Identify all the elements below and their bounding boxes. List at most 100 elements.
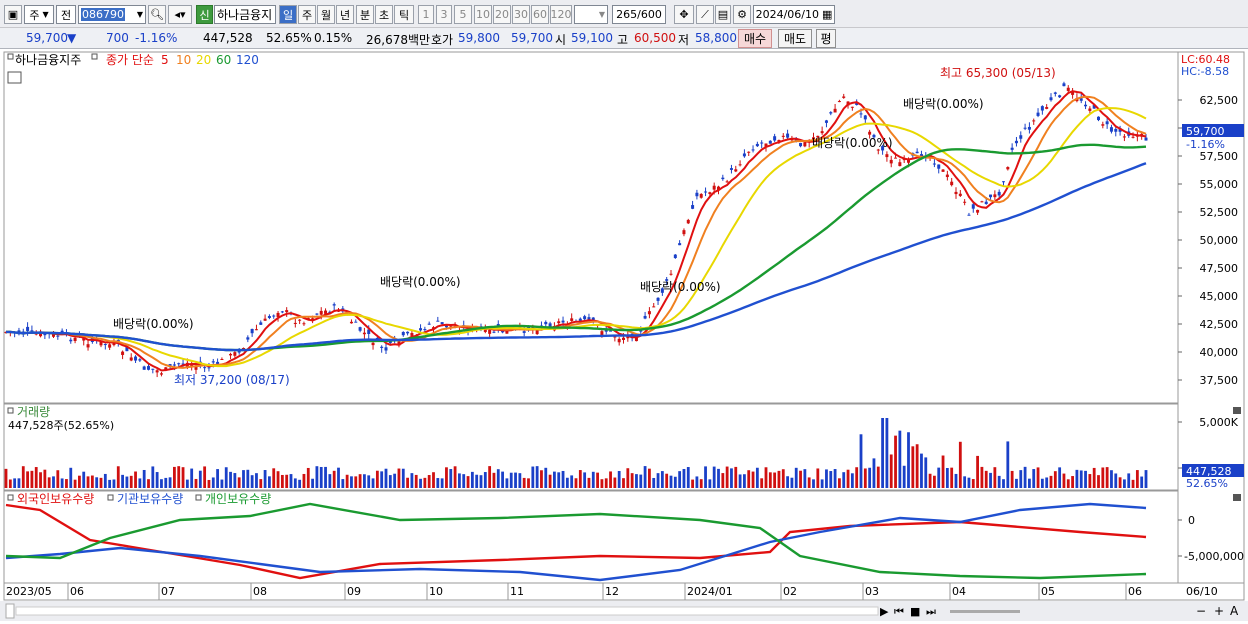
stock-chart-svg[interactable]: 62,50060,00057,50055,00052,50050,00047,5… [0,50,1248,621]
volume-bar [272,468,276,488]
ma120-legend[interactable]: 120 [236,53,259,67]
volume-bar [462,474,466,488]
volume-bar [479,475,483,488]
volume-bar [656,473,660,488]
period-week-tab[interactable]: 주 [298,5,316,24]
period-month-tab[interactable]: 월 [317,5,335,24]
volume-bar [1101,467,1105,488]
period-day-tab[interactable]: 일 [279,5,297,24]
institution-holding-legend[interactable]: 기관보유수량 [117,492,183,506]
volume-bar [285,474,289,488]
ma20-legend[interactable]: 20 [196,53,211,67]
date-input[interactable]: 2024/06/10 ▦ [753,5,835,24]
candle-body [945,174,949,178]
zoom-out-icon[interactable]: − [1196,604,1206,618]
candle-body [954,191,958,195]
indicator-icon[interactable]: ⟋ [696,5,714,24]
candle-body [794,138,798,142]
volume-bar [846,469,850,488]
font-size-icon[interactable]: A [1230,604,1239,618]
price-panel[interactable] [3,51,1179,404]
speaker-icon[interactable]: ◂▾ [168,5,192,24]
foreign-holding-legend[interactable]: 외국인보유수량 [17,492,94,506]
legend-marker-icon [91,53,98,60]
volume-bar [142,469,146,488]
minute-5-button[interactable]: 5 [454,5,472,24]
candle-body [1049,97,1053,101]
volume-bar [976,455,979,488]
volume-bar [47,477,51,488]
save-icon[interactable]: ▤ [715,5,731,24]
scroll-right-icon[interactable]: ▶ [880,605,889,618]
candle-body [207,367,211,369]
custom-period-select[interactable]: ▼ [574,5,608,24]
search-icon[interactable]: 🔍︎ [148,5,166,24]
window-icon[interactable]: ▣ [4,5,22,24]
volume-bar [185,479,189,488]
minute-120-button[interactable]: 120 [550,5,572,24]
volume-bar [950,467,954,488]
volume-bar [967,477,971,488]
candle-body [380,346,384,348]
chart-area[interactable]: 62,50060,00057,50055,00052,50050,00047,5… [0,50,1248,621]
fast-forward-icon[interactable]: ⏭ [926,605,936,618]
table-icon[interactable] [7,71,22,84]
market-type-select[interactable]: 주 ▼ [24,5,54,24]
stock-code-input[interactable]: 086790 ▼ [78,5,146,24]
price-legend-kind[interactable]: 종가 단순 [106,53,154,67]
minute-10-button[interactable]: 10 [474,5,492,24]
candle-body [52,333,55,337]
zoom-in-icon[interactable]: + [1214,604,1224,618]
period-year-tab[interactable]: 년 [336,5,354,24]
candle-body [881,146,885,151]
volume-bar [375,470,379,488]
eval-button[interactable]: 평 [816,29,836,48]
hc-label: HC:-8.58 [1181,65,1229,78]
volume-bar [259,479,263,488]
period-second-tab[interactable]: 초 [375,5,393,24]
minute-30-button[interactable]: 30 [512,5,530,24]
zoom-slider[interactable] [950,610,1020,613]
candle-body [1023,127,1027,129]
volume-bar [704,466,707,488]
gear-icon[interactable]: ⚙ [733,5,751,24]
flow-panel[interactable] [3,490,1179,584]
volume-bar [181,467,185,488]
volume-title[interactable]: 거래량 [17,405,50,419]
period-tick-tab[interactable]: 틱 [394,5,414,24]
minute-60-button[interactable]: 60 [531,5,549,24]
ma60-legend[interactable]: 60 [216,53,231,67]
buy-button[interactable]: 매수 [738,29,772,48]
sell-button[interactable]: 매도 [778,29,812,48]
minute-1-button[interactable]: 1 [418,5,434,24]
price-legend-name[interactable]: 하나금융지주 [15,53,81,67]
candle-body [155,370,159,373]
candle-body [820,131,824,134]
stock-name-field[interactable]: 하나금융지 [214,5,276,24]
scroll-left-button[interactable] [5,603,15,619]
volume-bar [751,471,755,488]
horizontal-scrollbar[interactable] [15,606,879,616]
candle-body [1053,92,1057,94]
rewind-icon[interactable]: ⏮ [894,605,904,618]
minute-3-button[interactable]: 3 [436,5,452,24]
volume-bar [1053,471,1057,488]
candle-body [423,329,427,331]
close-panel-icon[interactable] [1233,494,1241,501]
minute-20-button[interactable]: 20 [493,5,511,24]
ma5-legend[interactable]: 5 [161,53,169,67]
ma10-legend[interactable]: 10 [176,53,191,67]
period-minute-tab[interactable]: 분 [356,5,374,24]
candle-body [622,337,625,340]
close-panel-icon[interactable] [1233,407,1241,414]
calendar-icon[interactable]: ▦ [822,8,833,21]
volume-bar [207,479,211,488]
individual-holding-legend[interactable]: 개인보유수량 [205,492,271,506]
candle-body [1131,136,1135,138]
mode-select[interactable]: 전 [56,5,76,24]
stop-icon[interactable]: ■ [910,605,920,618]
crosshair-icon[interactable]: ✥ [674,5,694,24]
volume-bar [1123,479,1126,488]
count-field[interactable]: 265/600 [612,5,666,24]
candle-body [747,151,751,153]
